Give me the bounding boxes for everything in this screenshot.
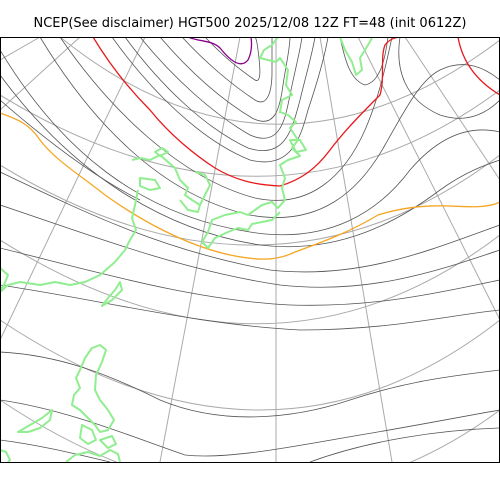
- coastline-segment: [154, 147, 169, 157]
- parallel-line: [1, 400, 499, 462]
- coastline-segment: [131, 154, 211, 206]
- coastline-segment: [201, 37, 301, 249]
- coastline-segment: [1, 267, 9, 291]
- highlight-contours: [1, 37, 499, 260]
- coastline-segment: [1, 449, 11, 462]
- height-contours: [1, 37, 499, 462]
- graticule: [1, 37, 499, 462]
- meridian-line: [159, 37, 241, 462]
- contour-line: [1, 351, 499, 418]
- contour-line: [1, 172, 499, 273]
- coastline: [1, 37, 373, 462]
- contour-line: [1, 284, 499, 331]
- meridian-line: [357, 37, 499, 320]
- coastline-segment: [71, 344, 115, 433]
- contour-line: [1, 247, 499, 306]
- contour-line: [309, 427, 499, 462]
- coastline-segment: [1, 189, 139, 293]
- contour-line: [39, 37, 499, 218]
- contour-5700-red-east: [457, 37, 499, 96]
- coastline-segment: [339, 37, 373, 76]
- contour-line: [111, 37, 329, 163]
- contour-line: [181, 37, 273, 103]
- coastline-segment: [101, 281, 123, 307]
- coastline-segment: [289, 139, 307, 153]
- contour-line: [398, 37, 499, 119]
- contour-5400-orange: [1, 112, 499, 260]
- contour-line: [1, 399, 499, 457]
- coastline-segment: [139, 177, 161, 191]
- parallel-line: [1, 90, 499, 177]
- meridian-line: [1, 37, 146, 340]
- contour-line: [1, 204, 499, 288]
- contour-line: [159, 37, 291, 122]
- contour-line: [339, 37, 389, 86]
- meridian-line: [1, 37, 41, 61]
- contour-line: [1, 75, 499, 248]
- meridian-line: [404, 37, 499, 180]
- parallel-line: [1, 320, 499, 411]
- contour-line: [59, 37, 393, 201]
- coastline-segment: [79, 424, 97, 445]
- contour-line: [1, 50, 499, 236]
- map-frame: [0, 37, 500, 463]
- coastline-segment: [99, 435, 117, 449]
- coastline-segment: [17, 409, 53, 433]
- coastline-segment: [65, 449, 121, 462]
- contour-line: [204, 37, 261, 81]
- map-title: NCEP(See disclaimer) HGT500 2025/12/08 1…: [33, 16, 467, 31]
- contour-line: [1, 100, 141, 201]
- coastline-segment: [179, 199, 201, 213]
- contour-line: [139, 37, 303, 139]
- contour-line: [1, 439, 111, 462]
- contour-5700-red: [92, 37, 404, 187]
- parallel-line: [59, 37, 499, 125]
- parallel-line: [1, 155, 499, 246]
- parallel-line: [1, 235, 499, 325]
- contour-4800-purple: [187, 37, 253, 65]
- contour-line: [124, 37, 316, 152]
- meridian-line: [1, 37, 81, 110]
